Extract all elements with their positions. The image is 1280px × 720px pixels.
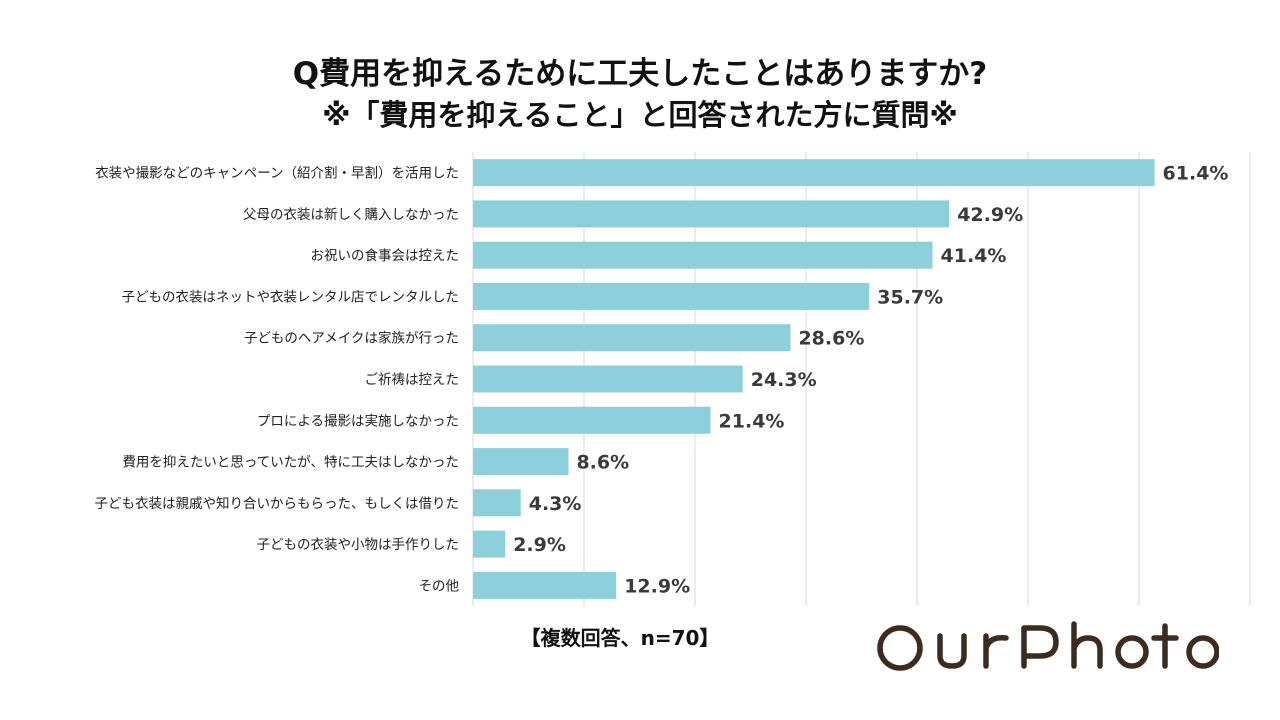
ourphoto-logo-icon	[877, 621, 1220, 671]
category-label: 父母の衣装は新しく購入しなかった	[243, 207, 459, 223]
data-label: 41.4%	[941, 245, 1007, 267]
data-label: 12.9%	[624, 575, 690, 597]
bar	[473, 282, 870, 310]
data-label: 4.3%	[529, 493, 582, 515]
bar	[473, 365, 743, 393]
ourphoto-logo	[874, 616, 1220, 689]
category-label: お祝いの食事会は控えた	[311, 247, 460, 264]
category-label: 子どもの衣装や小物は手作りした	[257, 537, 460, 553]
bar	[473, 241, 933, 269]
chart-title: Q費用を抑えるために工夫したことはありますか?	[292, 56, 988, 92]
bar	[473, 324, 791, 352]
bar	[473, 489, 521, 517]
category-label: ご祈祷は控えた	[365, 372, 460, 388]
chart-subtitle: ※「費用を抑えること」と回答された方に質問※	[322, 98, 958, 132]
data-label: 61.4%	[1163, 163, 1229, 185]
bar	[473, 406, 711, 434]
bar	[473, 530, 506, 558]
data-label: 2.9%	[513, 534, 566, 556]
data-label: 28.6%	[798, 328, 864, 350]
data-label: 8.6%	[576, 452, 629, 474]
category-label: その他	[419, 578, 460, 594]
category-label: 子どものヘアメイクは家族が行った	[244, 330, 459, 347]
category-label: 衣装や撮影などのキャンペーン（紹介割・早割）を活用した	[95, 165, 459, 182]
bar	[473, 571, 617, 599]
category-label: 子どもの衣装はネットや衣装レンタル店でレンタルした	[122, 289, 460, 305]
category-label: プロによる撮影は実施しなかった	[257, 412, 459, 429]
category-label: 費用を抑えたいと思っていたが、特に工夫はしなかった	[122, 455, 459, 471]
data-label: 24.3%	[751, 369, 817, 391]
data-label: 35.7%	[877, 286, 943, 308]
bar	[473, 200, 950, 228]
data-label: 21.4%	[719, 410, 785, 432]
category-label: 子ども衣装は親戚や知り合いからもらった、もしくは借りた	[95, 495, 460, 512]
bar	[473, 159, 1155, 187]
data-label: 42.9%	[957, 204, 1023, 226]
bar	[473, 448, 569, 476]
sample-note: 【複数回答、n=70】	[520, 626, 720, 650]
